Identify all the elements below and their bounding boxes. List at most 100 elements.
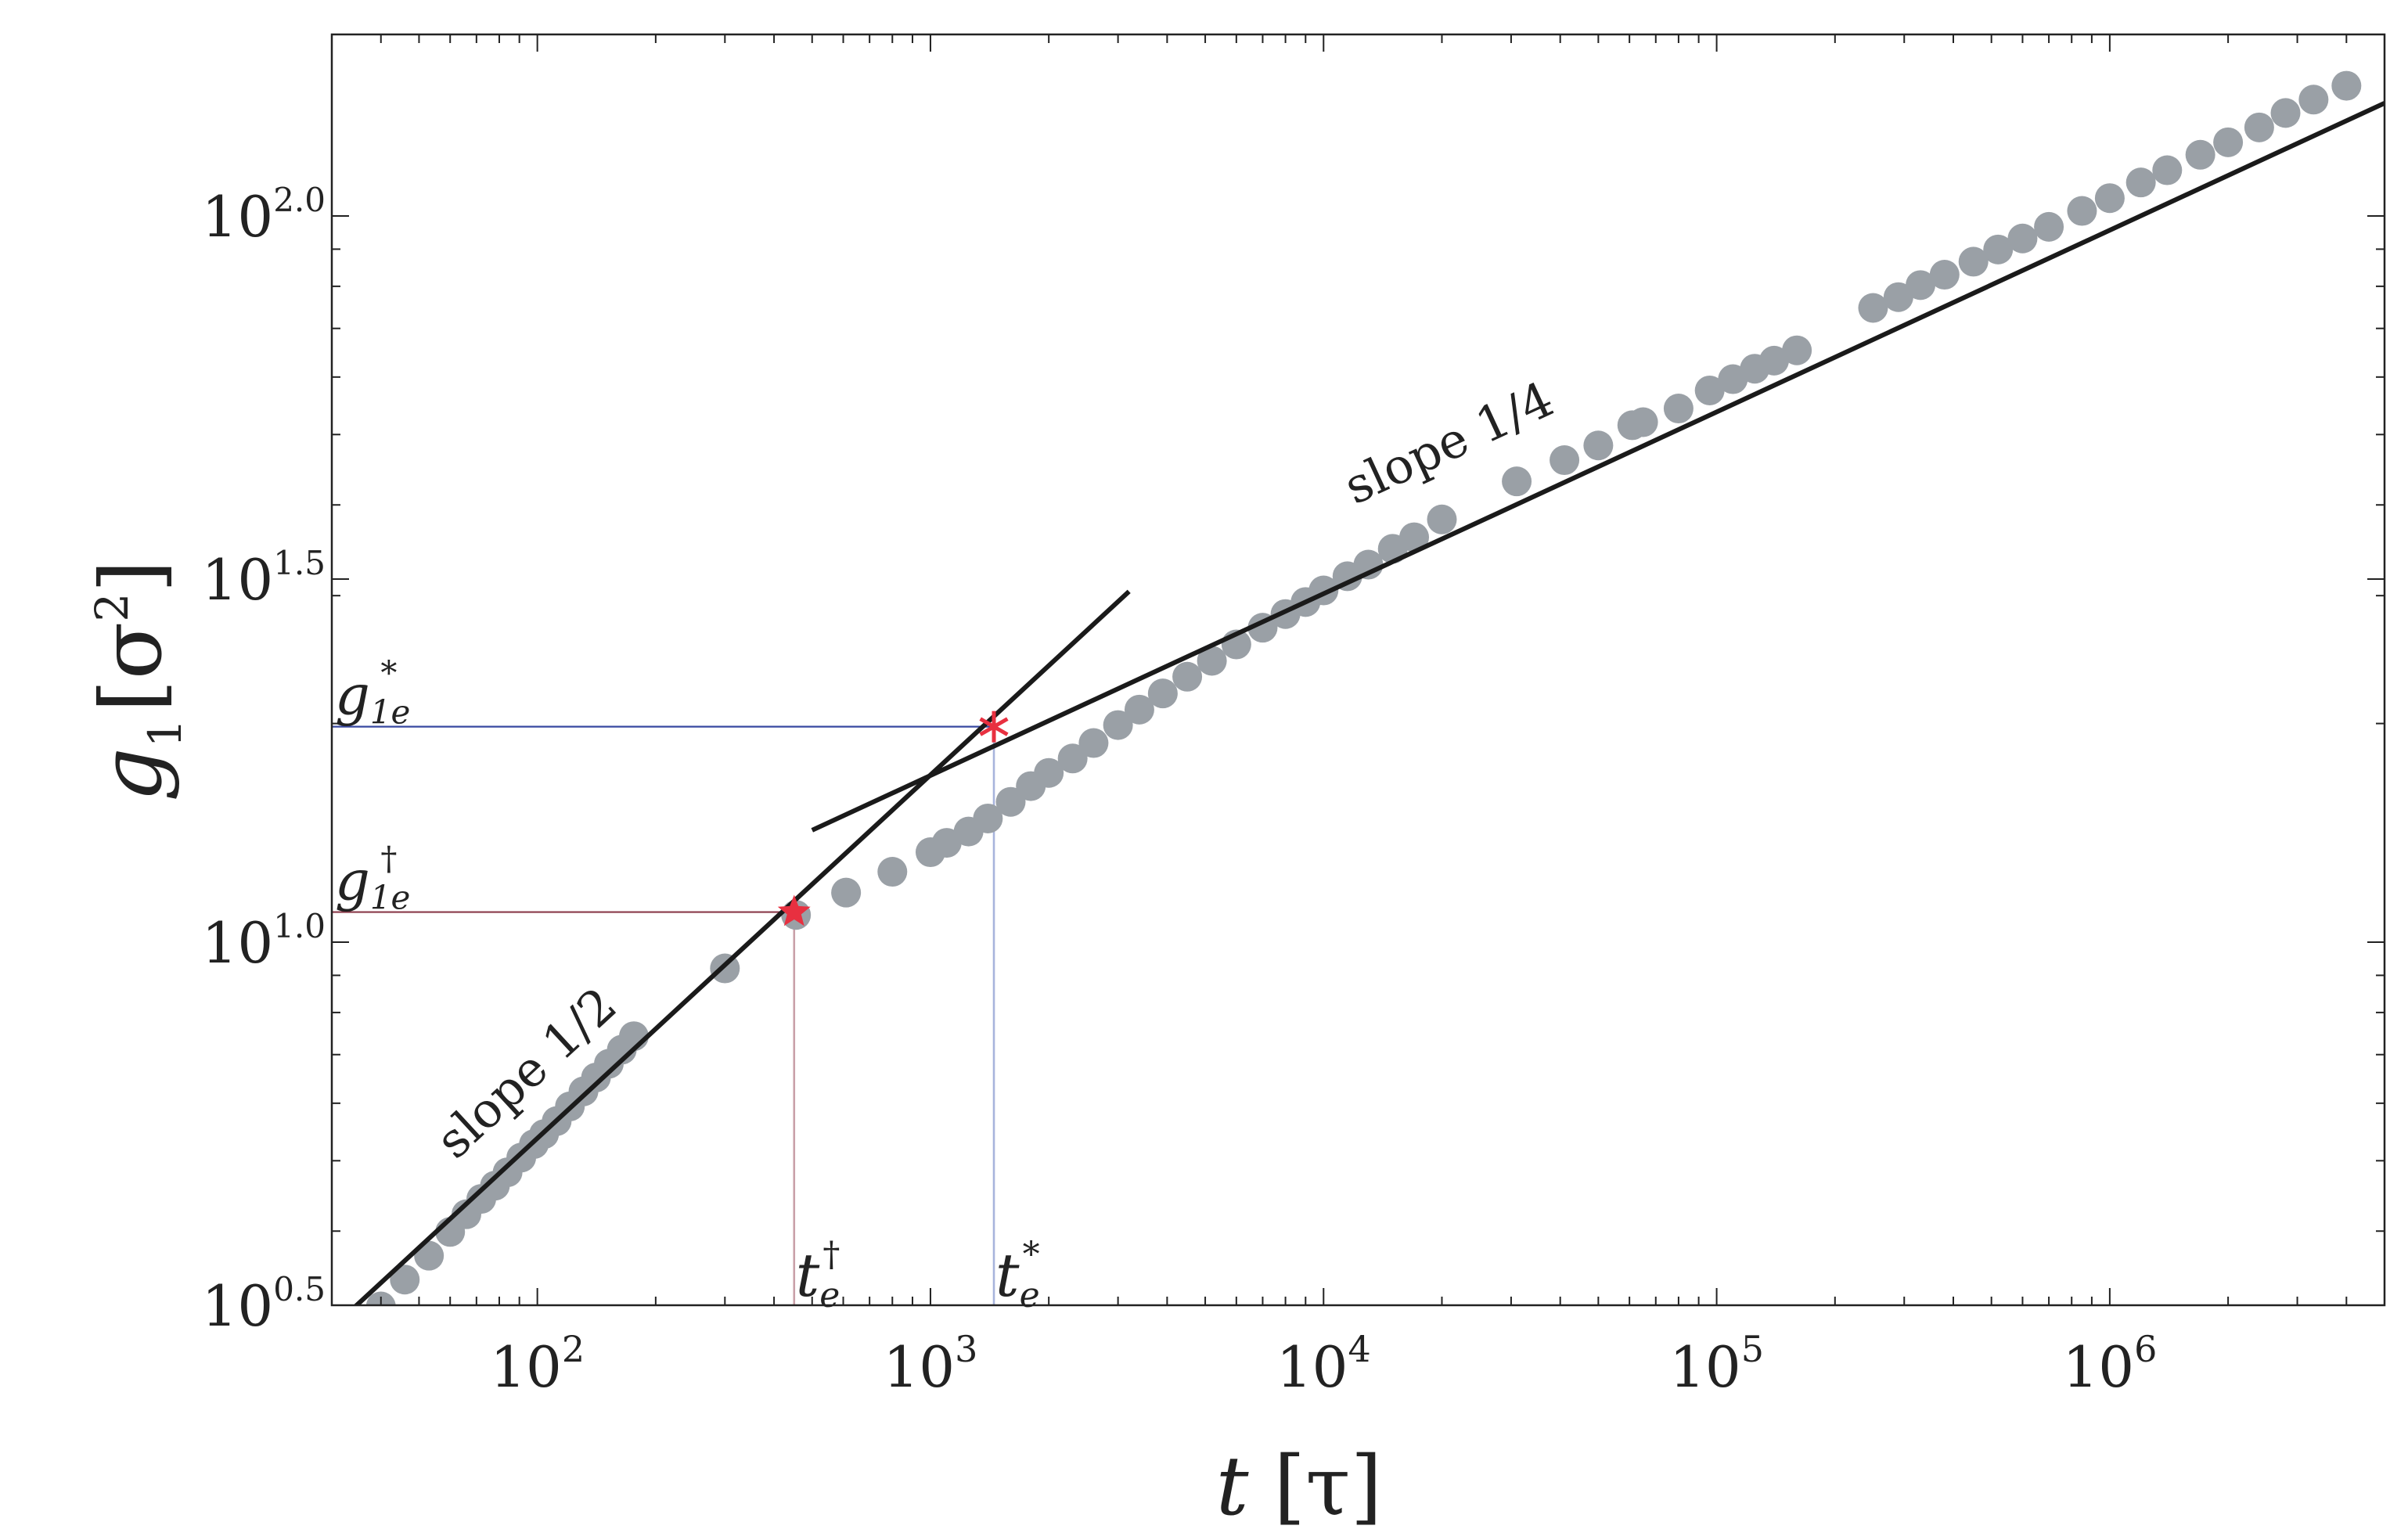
data-point [831,877,862,908]
data-point [1057,743,1088,774]
fit-line [811,101,2385,833]
y-axis-label-unit-close: ] [83,560,181,593]
crossover-t-label-base: t [995,1240,1020,1310]
y-tick-label-base: 10 [202,547,274,613]
data-points [365,70,2362,1305]
x-tick-label: 106 [2062,1328,2157,1400]
data-point [1197,646,1227,676]
data-point [2270,98,2301,128]
crossover-g-label-sup: * [380,654,397,693]
data-point [1502,466,1532,497]
data-point [2152,155,2183,185]
x-tick-label-exp: 6 [2134,1328,2157,1370]
y-tick-label-base: 10 [202,910,274,976]
crossover-star-marker [777,894,811,927]
x-tick-label-base: 10 [490,1334,562,1400]
data-point [2244,112,2274,142]
crossover-t-label: te† [796,1235,840,1315]
y-tick-label-base: 10 [202,184,274,250]
data-point [1782,335,1812,365]
data-point [2125,167,2156,198]
data-point [1858,293,1888,323]
data-point [1758,345,1789,376]
data-point [2094,183,2125,214]
data-point [1399,522,1430,552]
crossover-t-label-sup: † [822,1235,840,1275]
data-point [1883,282,1913,312]
y-axis-label-sub: 1 [139,718,192,747]
data-point [2298,85,2329,115]
y-tick-label-exp: 0.5 [273,1270,326,1308]
x-tick-label-exp: 4 [1348,1328,1370,1370]
data-point [1958,246,1989,277]
y-axis-label-main: g [83,747,181,801]
data-point [973,803,1003,833]
data-point [1034,757,1064,788]
data-point [2213,127,2244,157]
data-point [2007,223,2038,254]
x-tick-label-exp: 5 [1741,1328,1764,1370]
crossover-t-label-base: t [796,1240,820,1310]
data-point [365,1291,396,1305]
y-axis-label-unit-open: [σ [83,622,181,713]
data-point [1147,678,1178,709]
x-tick-label: 104 [1276,1328,1371,1400]
x-tick-label: 102 [490,1328,585,1400]
crossover-g-label-sub: 1e [370,879,411,917]
data-point [1983,234,2014,264]
crossover-markers [777,711,1009,927]
data-point [2331,70,2362,101]
crossover-t-label-sub: e [819,1276,840,1315]
y-tick-label: 102.0 [202,181,326,250]
y-tick-label-exp: 2.0 [273,181,326,219]
crossover-t-label-sup: * [1023,1235,1040,1275]
crossover-g-label-sub: 1e [370,693,411,732]
fit-lines [353,101,2385,1305]
x-axis-label-unit: [τ] [1274,1438,1383,1534]
asterisk-stroke [979,717,1009,736]
data-point [1550,445,1580,476]
y-axis-label-unit-sup: 2 [85,593,139,622]
crossover-g-label-sup: † [380,840,397,878]
y-tick-label-exp: 1.0 [273,907,326,945]
y-tick-label: 101.5 [202,544,326,613]
data-point [390,1265,420,1295]
data-point [1929,260,1960,290]
data-point [1078,728,1109,758]
y-axis-label: g1 [σ2] [83,560,192,802]
fit-line-label: slope 1/4 [1336,370,1562,516]
data-point [2067,196,2097,226]
data-point [2034,211,2064,242]
x-tick-label-exp: 3 [955,1328,977,1370]
x-tick-label-base: 10 [1669,1334,1741,1400]
fit-line [353,589,1131,1305]
crossover-g-label-base: g [335,849,370,913]
crossover-g-label: g1e* [335,654,410,732]
crossover-g-label-base: g [335,664,370,728]
crossover-guides [332,725,995,1305]
plot-frame [330,33,2386,1307]
crossover-g-label: g1e† [335,840,410,917]
x-tick-label-exp: 2 [562,1328,585,1370]
x-tick-label-base: 10 [884,1334,956,1400]
data-point [877,857,908,887]
data-point [1172,661,1203,692]
data-point [1124,694,1154,725]
x-tick-label: 103 [884,1328,978,1400]
data-point [1427,504,1457,534]
data-point [2185,139,2215,170]
crossover-t-label: te* [995,1235,1040,1315]
x-axis-ticks: 102 103 104 105 106 [331,34,2385,1400]
data-point [995,786,1026,817]
y-tick-label: 101.0 [202,907,326,976]
data-point [1906,270,1936,300]
data-point [1103,710,1133,740]
y-tick-label: 100.5 [202,1270,326,1339]
y-tick-label-exp: 1.5 [273,544,326,582]
data-point [1628,407,1658,437]
data-point [931,828,962,858]
y-tick-label-base: 10 [202,1273,274,1339]
x-tick-label-base: 10 [2062,1334,2134,1400]
